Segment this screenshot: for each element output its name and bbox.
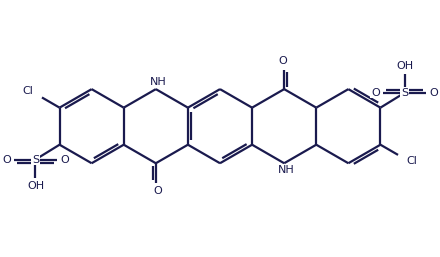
Text: O: O (153, 186, 162, 196)
Text: O: O (2, 154, 11, 164)
Text: O: O (278, 56, 287, 66)
Text: OH: OH (27, 181, 44, 191)
Text: NH: NH (150, 77, 166, 87)
Text: S: S (32, 154, 39, 164)
Text: O: O (60, 154, 69, 164)
Text: Cl: Cl (407, 156, 417, 166)
Text: S: S (401, 88, 408, 98)
Text: Cl: Cl (23, 86, 33, 96)
Text: OH: OH (396, 61, 413, 71)
Text: O: O (371, 88, 380, 98)
Text: O: O (429, 88, 438, 98)
Text: NH: NH (278, 165, 295, 175)
